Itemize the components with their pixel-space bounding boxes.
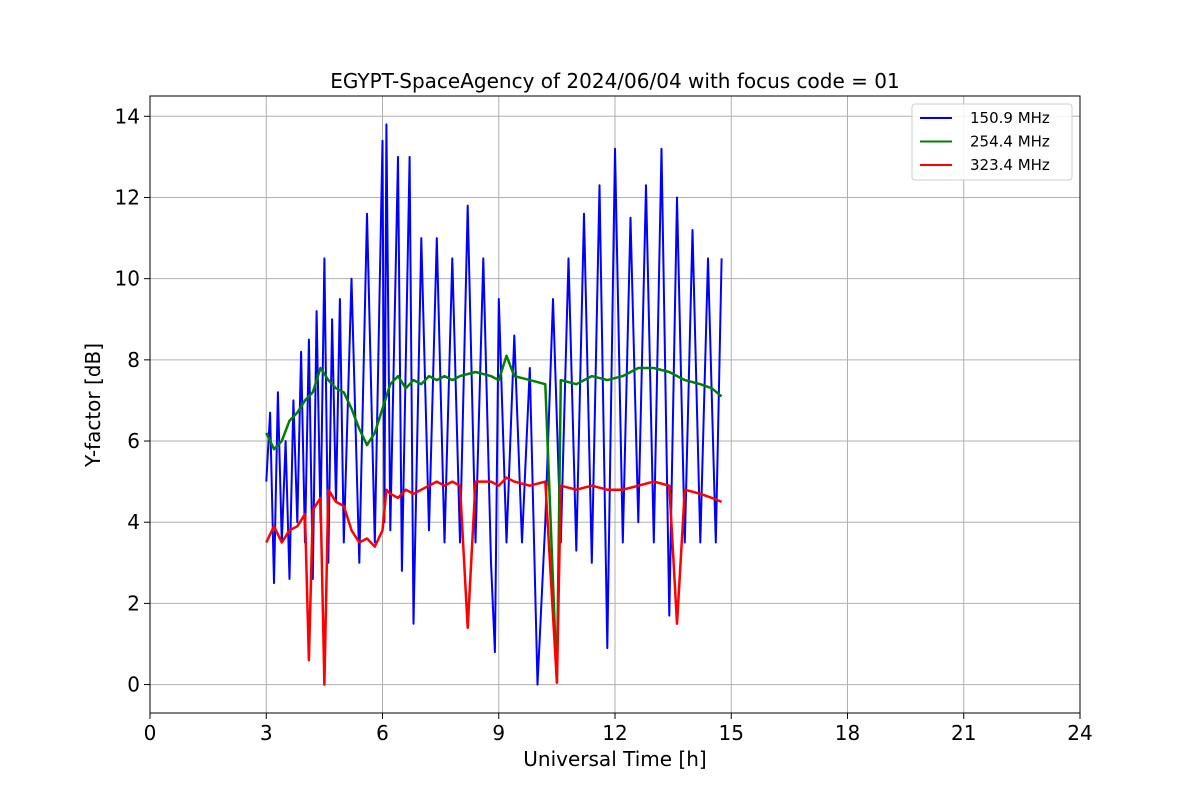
y-tick-label: 14	[115, 104, 140, 128]
y-tick-label: 10	[115, 267, 140, 291]
x-tick-label: 24	[1067, 721, 1092, 745]
y-tick-label: 8	[127, 348, 140, 372]
y-axis: 0 2 4 6 8 10 12 14	[115, 104, 150, 697]
y-tick-label: 2	[127, 591, 140, 615]
x-axis: 0 3 6 9 12 15 18 21 24	[144, 713, 1093, 745]
x-tick-label: 18	[835, 721, 860, 745]
y-tick-label: 12	[115, 185, 140, 209]
legend: 150.9 MHz 254.4 MHz 323.4 MHz	[911, 103, 1073, 181]
plot-area	[265, 123, 723, 686]
x-tick-label: 0	[144, 721, 157, 745]
legend-label: 323.4 MHz	[970, 156, 1050, 174]
legend-label: 254.4 MHz	[970, 133, 1050, 151]
y-tick-label: 0	[127, 673, 140, 697]
x-tick-label: 12	[602, 721, 627, 745]
y-axis-label: Y-factor [dB]	[81, 343, 105, 468]
x-tick-label: 3	[260, 721, 273, 745]
x-tick-label: 9	[492, 721, 505, 745]
legend-label: 150.9 MHz	[970, 109, 1050, 127]
y-tick-label: 4	[127, 510, 140, 534]
x-tick-label: 6	[376, 721, 389, 745]
y-tick-label: 6	[127, 429, 140, 453]
x-tick-label: 15	[719, 721, 744, 745]
chart-title: EGYPT-SpaceAgency of 2024/06/04 with foc…	[330, 69, 899, 93]
legend-box	[911, 103, 1073, 181]
x-axis-label: Universal Time [h]	[523, 747, 706, 771]
series-line-254-4-mhz	[265, 354, 723, 684]
x-tick-label: 21	[951, 721, 976, 745]
series-line-150-9-mhz	[265, 123, 723, 686]
series-line-323-4-mhz	[265, 476, 723, 686]
